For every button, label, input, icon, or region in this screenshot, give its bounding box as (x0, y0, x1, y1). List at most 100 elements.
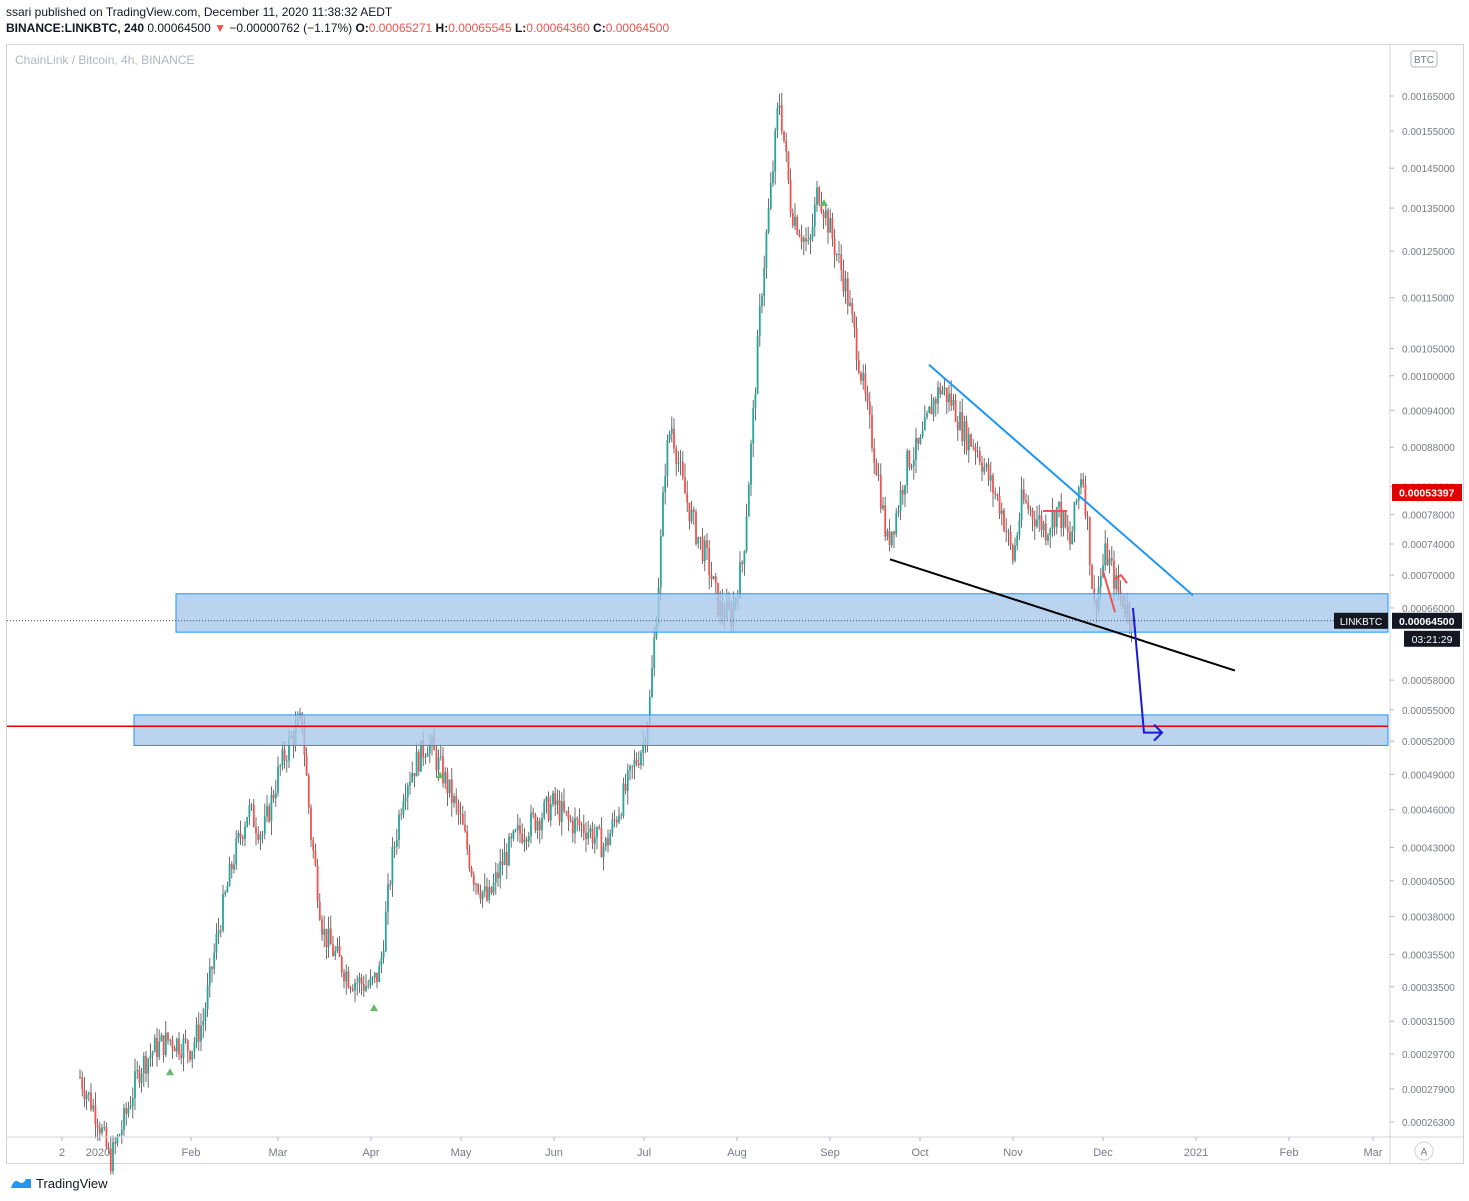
candle-body[interactable] (677, 462, 680, 464)
candle[interactable] (743, 550, 746, 576)
candle-body[interactable] (173, 1047, 176, 1052)
candle[interactable] (930, 394, 933, 415)
candle[interactable] (787, 150, 790, 184)
candle[interactable] (791, 208, 794, 228)
candle-body[interactable] (153, 1037, 156, 1053)
candle-body[interactable] (921, 430, 924, 438)
candle-body[interactable] (866, 393, 869, 402)
candle[interactable] (241, 834, 244, 846)
candle[interactable] (664, 463, 667, 505)
candle[interactable] (217, 917, 220, 945)
candle[interactable] (602, 842, 605, 871)
candle-body[interactable] (244, 826, 246, 839)
candle[interactable] (842, 259, 845, 298)
candle[interactable] (237, 830, 240, 844)
candle[interactable] (822, 209, 825, 229)
candle-body[interactable] (140, 1073, 143, 1083)
candle-body[interactable] (871, 414, 873, 449)
candle-body[interactable] (85, 1094, 88, 1099)
candle-body[interactable] (635, 759, 638, 764)
candle-body[interactable] (695, 512, 697, 544)
candle[interactable] (904, 484, 906, 508)
candle-body[interactable] (983, 466, 986, 472)
candle-body[interactable] (521, 833, 524, 843)
candle-body[interactable] (336, 945, 339, 952)
candle[interactable] (934, 396, 937, 417)
candle-body[interactable] (508, 836, 510, 866)
candle[interactable] (681, 451, 684, 481)
candle[interactable] (248, 798, 251, 825)
candle-body[interactable] (783, 131, 785, 141)
candle[interactable] (692, 506, 695, 525)
candle[interactable] (926, 410, 928, 420)
candle[interactable] (915, 427, 917, 474)
candle[interactable] (200, 1013, 202, 1051)
candle-body[interactable] (112, 1142, 114, 1172)
candle[interactable] (629, 764, 631, 781)
candle[interactable] (532, 807, 535, 819)
candle[interactable] (983, 458, 986, 476)
drawings[interactable] (7, 198, 1388, 1076)
candle[interactable] (710, 562, 713, 588)
candle-body[interactable] (200, 1025, 202, 1042)
candle-body[interactable] (708, 548, 711, 576)
candle[interactable] (79, 1069, 81, 1079)
candle-body[interactable] (756, 336, 759, 395)
candle-body[interactable] (131, 1098, 134, 1107)
candle-body[interactable] (490, 887, 493, 893)
candle[interactable] (413, 773, 416, 787)
candle[interactable] (864, 364, 867, 402)
candle[interactable] (1064, 510, 1067, 529)
candle-body[interactable] (604, 838, 607, 847)
candle[interactable] (461, 805, 464, 826)
candle-body[interactable] (706, 540, 708, 549)
candle[interactable] (1073, 501, 1076, 543)
candle-body[interactable] (195, 1024, 198, 1043)
candle[interactable] (545, 796, 548, 814)
candle-body[interactable] (365, 985, 367, 991)
candle[interactable] (695, 508, 697, 546)
candle[interactable] (455, 788, 458, 816)
candle[interactable] (703, 535, 706, 572)
candle[interactable] (921, 421, 924, 439)
candle-body[interactable] (899, 489, 902, 511)
candle[interactable] (158, 1029, 161, 1061)
candle[interactable] (910, 463, 913, 471)
candle[interactable] (334, 945, 337, 961)
candle[interactable] (563, 788, 565, 814)
candle-body[interactable] (699, 536, 702, 538)
candle-body[interactable] (585, 832, 587, 840)
candle[interactable] (189, 1050, 191, 1063)
candle-body[interactable] (277, 766, 279, 793)
candle[interactable] (974, 443, 977, 465)
candle[interactable] (1003, 508, 1005, 533)
candle[interactable] (954, 393, 957, 423)
candle[interactable] (325, 928, 328, 960)
candle-body[interactable] (802, 238, 805, 242)
candle[interactable] (992, 472, 994, 507)
candle-body[interactable] (567, 811, 570, 819)
candle-body[interactable] (1044, 523, 1047, 541)
candle-body[interactable] (888, 531, 891, 546)
candle-body[interactable] (987, 464, 990, 481)
candle-body[interactable] (1110, 557, 1113, 561)
candle[interactable] (981, 455, 983, 482)
candle[interactable] (888, 519, 891, 552)
candle-body[interactable] (679, 461, 682, 463)
candle-body[interactable] (1082, 479, 1085, 485)
candle[interactable] (769, 172, 772, 211)
candle[interactable] (167, 1031, 169, 1045)
candle[interactable] (101, 1123, 103, 1136)
candle[interactable] (244, 821, 246, 847)
candle[interactable] (343, 968, 345, 989)
candle-body[interactable] (1108, 557, 1111, 565)
candle-body[interactable] (516, 825, 519, 831)
candle[interactable] (767, 198, 770, 234)
candle[interactable] (998, 486, 1001, 520)
candle[interactable] (402, 793, 405, 819)
candle[interactable] (585, 822, 587, 853)
candle-body[interactable] (565, 810, 568, 812)
candle-body[interactable] (809, 237, 812, 241)
candle-body[interactable] (974, 446, 977, 452)
candle[interactable] (459, 801, 462, 825)
